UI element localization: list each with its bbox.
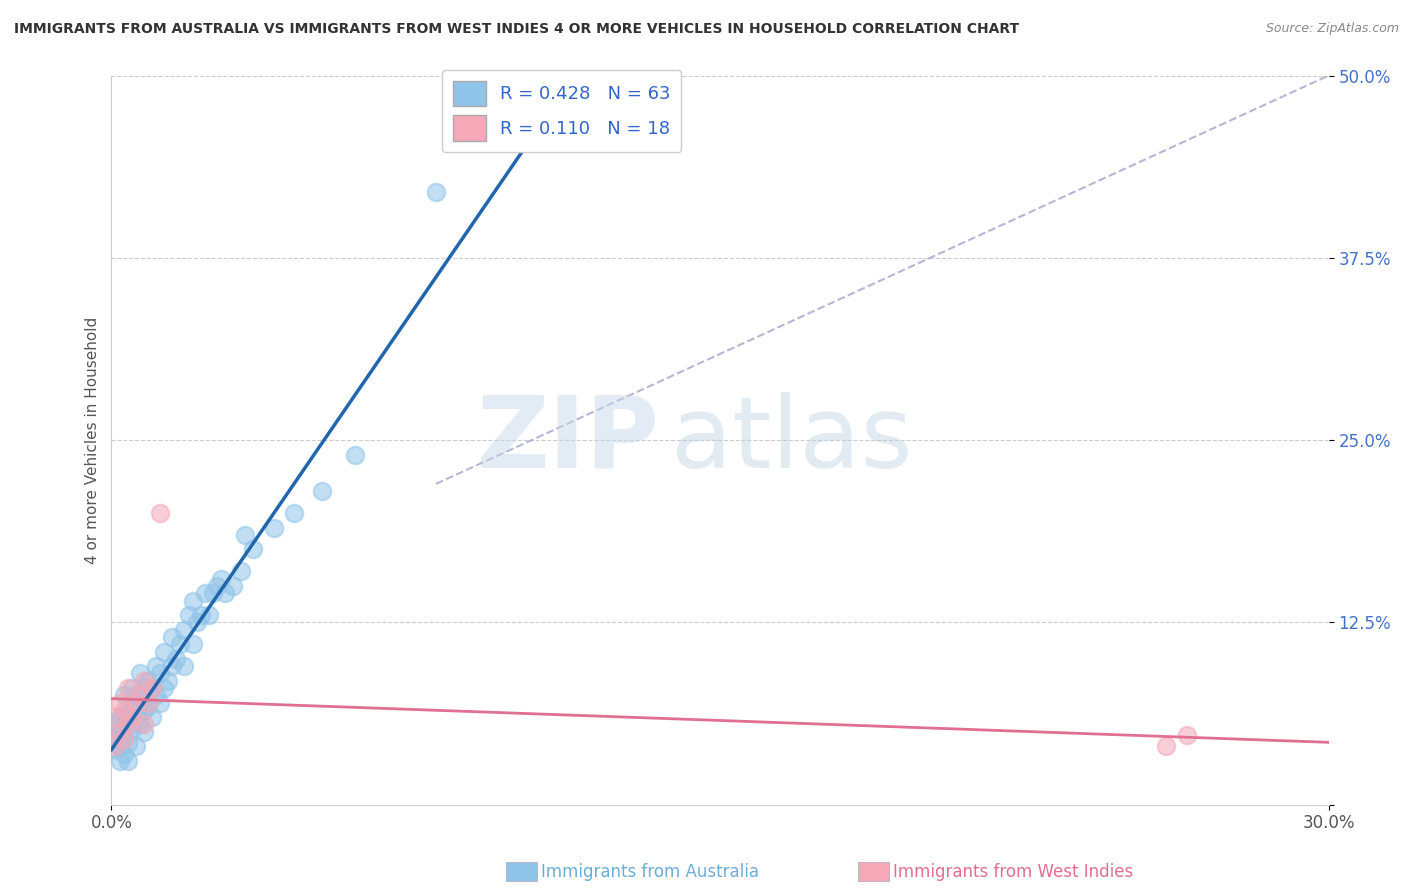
Point (112, 707, 135, 722)
Point (145, 659, 167, 673)
Point (128, 688, 150, 702)
Point (136, 696, 159, 710)
Point (343, 448, 366, 462)
Point (112, 732, 135, 747)
Point (162, 630, 184, 644)
Point (311, 484, 333, 499)
Point (104, 717, 127, 731)
Point (132, 724, 155, 739)
Text: Immigrants from West Indies: Immigrants from West Indies (893, 863, 1133, 881)
Point (231, 565, 253, 579)
Point (181, 593, 204, 607)
Point (201, 586, 224, 600)
Point (128, 717, 150, 731)
Point (1175, 728, 1198, 742)
Point (112, 688, 135, 702)
Point (141, 710, 163, 724)
Point (162, 659, 184, 673)
Point (205, 579, 228, 593)
Legend: R = 0.428   N = 63, R = 0.110   N = 18: R = 0.428 N = 63, R = 0.110 N = 18 (443, 70, 682, 152)
Point (112, 728, 135, 742)
Y-axis label: 4 or more Vehicles in Household: 4 or more Vehicles in Household (86, 317, 100, 564)
Point (117, 681, 139, 695)
Point (136, 698, 159, 713)
Point (177, 608, 200, 623)
Point (121, 703, 143, 717)
Point (121, 681, 143, 695)
Point (186, 615, 208, 630)
Point (169, 637, 191, 651)
Text: atlas: atlas (671, 392, 912, 489)
Point (125, 710, 148, 724)
Point (283, 506, 305, 520)
Point (149, 696, 172, 710)
Point (125, 739, 148, 754)
Point (117, 754, 139, 768)
Point (121, 722, 143, 736)
Point (117, 713, 139, 727)
Point (145, 688, 167, 702)
Point (165, 652, 187, 666)
Point (181, 637, 204, 651)
Point (108, 696, 131, 710)
Point (233, 528, 256, 542)
Point (125, 688, 148, 702)
Point (117, 717, 139, 731)
Point (104, 742, 127, 756)
Point (214, 586, 236, 600)
Point (104, 739, 127, 754)
Point (117, 736, 139, 750)
Point (132, 673, 155, 688)
Point (104, 710, 127, 724)
Point (173, 659, 195, 673)
Point (108, 710, 131, 724)
Point (263, 520, 285, 534)
Point (173, 623, 195, 637)
Text: ZIP: ZIP (477, 392, 659, 489)
Point (157, 673, 180, 688)
Point (108, 754, 131, 768)
Point (108, 739, 131, 754)
Point (153, 681, 176, 695)
Point (190, 608, 212, 623)
Point (1156, 739, 1178, 754)
Point (222, 579, 245, 593)
Point (112, 703, 135, 717)
Point (108, 724, 131, 739)
Point (112, 747, 135, 761)
Point (194, 586, 217, 600)
Point (141, 681, 163, 695)
Point (153, 644, 176, 658)
Point (209, 572, 232, 586)
Point (136, 673, 159, 688)
Point (149, 506, 172, 520)
Point (197, 608, 219, 623)
Text: Source: ZipAtlas.com: Source: ZipAtlas.com (1265, 22, 1399, 36)
Text: IMMIGRANTS FROM AUSTRALIA VS IMMIGRANTS FROM WEST INDIES 4 OR MORE VEHICLES IN H: IMMIGRANTS FROM AUSTRALIA VS IMMIGRANTS … (14, 22, 1019, 37)
Point (242, 542, 264, 557)
Point (132, 703, 155, 717)
Text: Immigrants from Australia: Immigrants from Australia (541, 863, 759, 881)
Point (425, 185, 447, 199)
Point (132, 681, 155, 695)
Point (128, 696, 150, 710)
Point (128, 666, 150, 681)
Point (141, 681, 163, 695)
Point (125, 696, 148, 710)
Point (132, 717, 155, 731)
Point (108, 724, 131, 739)
Point (149, 666, 172, 681)
Point (104, 732, 127, 747)
Point (121, 710, 143, 724)
